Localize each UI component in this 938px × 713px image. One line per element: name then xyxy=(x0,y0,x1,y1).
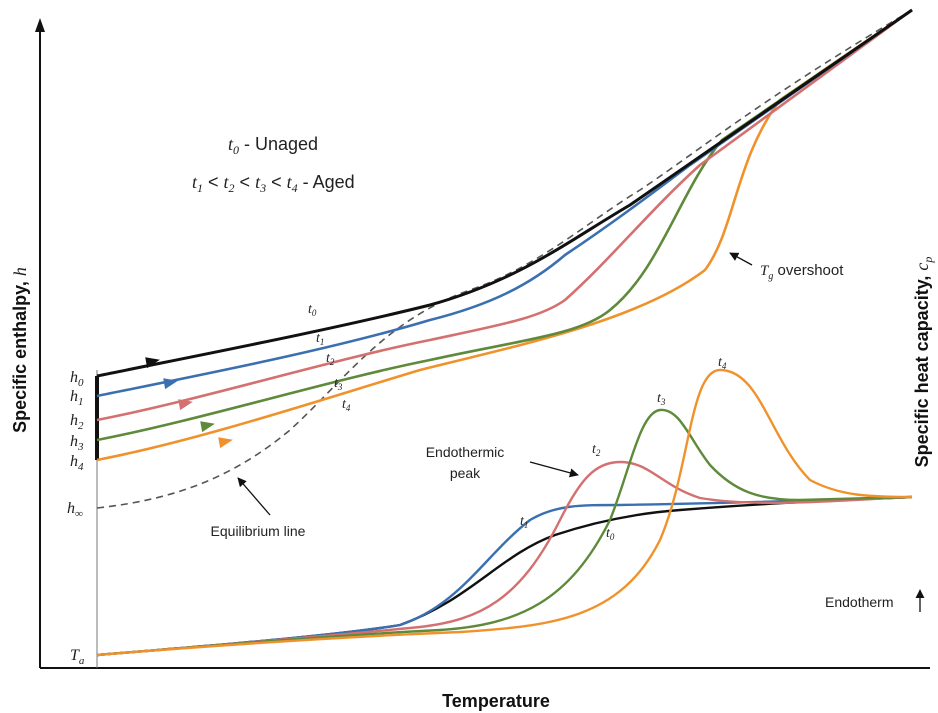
enthalpy-label-t3: t3 xyxy=(334,376,343,392)
endotherm-label: Endotherm xyxy=(825,594,893,610)
equilibrium-line-label: Equilibrium line xyxy=(211,523,306,539)
enthalpy-label-t2: t2 xyxy=(326,351,335,367)
cp-curve-t4 xyxy=(96,368,913,657)
arrowhead-t4 xyxy=(218,437,233,449)
x-axis-title: Temperature xyxy=(442,691,550,711)
cp-label-t1: t1 xyxy=(520,514,528,530)
tick-Ta: Ta xyxy=(70,647,85,667)
enthalpy-curve-t0 xyxy=(96,8,913,378)
endothermic-peak-arrow xyxy=(529,461,579,478)
cp-curve-t1 xyxy=(96,495,913,657)
cp-curve-t2 xyxy=(96,460,913,657)
enthalpy-curve-t2 xyxy=(96,8,913,422)
cp-label-t2: t2 xyxy=(592,442,601,458)
enthalpy-label-t4: t4 xyxy=(342,397,351,413)
tg-overshoot-label: Tg overshoot xyxy=(760,262,844,282)
cp-curve-t0 xyxy=(96,495,913,657)
enthalpy-curve-t3 xyxy=(96,8,913,442)
legend-line-aged: t1 < t2 < t3 < t4 - Aged xyxy=(192,172,355,195)
tick-h4: h4 xyxy=(70,453,84,473)
legend-line-unaged: t0 - Unaged xyxy=(228,134,318,157)
arrowhead-t0 xyxy=(145,357,160,369)
arrowhead-t3 xyxy=(200,421,215,433)
enthalpy-label-t0: t0 xyxy=(308,302,317,318)
tick-h3: h3 xyxy=(70,433,84,453)
y-left-axis-title: Specific enthalpy, h xyxy=(10,267,30,433)
cp-label-t4: t4 xyxy=(718,355,727,371)
arrowhead-t1 xyxy=(163,378,178,390)
y-right-axis-title: Specific heat capacity, cp xyxy=(912,257,935,468)
enthalpy-curve-t1 xyxy=(96,8,913,398)
tick-h0: h0 xyxy=(70,369,84,389)
cp-label-t3: t3 xyxy=(657,391,666,407)
tg-overshoot-arrow xyxy=(729,252,753,266)
arrowhead-t2 xyxy=(178,399,193,411)
equilibrium-line xyxy=(96,9,913,509)
endothermic-peak-label-line1: Endothermic xyxy=(426,444,505,460)
equilibrium-line-arrow xyxy=(237,477,271,516)
enthalpy-label-t1: t1 xyxy=(316,331,324,347)
tick-h2: h2 xyxy=(70,412,84,432)
cp-label-t0: t0 xyxy=(606,526,615,542)
enthalpy-curve-t4 xyxy=(96,8,913,462)
y-axis-arrowhead xyxy=(35,18,45,32)
cp-curve-t3 xyxy=(96,408,913,657)
tick-h1: h1 xyxy=(70,388,84,408)
tick-h-infinity: h∞ xyxy=(67,500,83,520)
endothermic-peak-label-line2: peak xyxy=(450,465,481,481)
